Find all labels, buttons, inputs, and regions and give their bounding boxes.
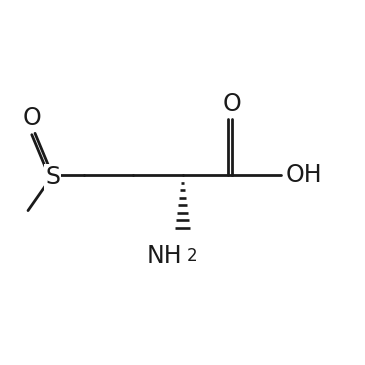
Text: OH: OH: [286, 164, 323, 188]
Text: NH: NH: [147, 244, 182, 268]
Text: O: O: [222, 92, 241, 116]
Text: S: S: [45, 165, 60, 189]
Text: 2: 2: [187, 247, 197, 265]
Text: O: O: [22, 106, 41, 130]
